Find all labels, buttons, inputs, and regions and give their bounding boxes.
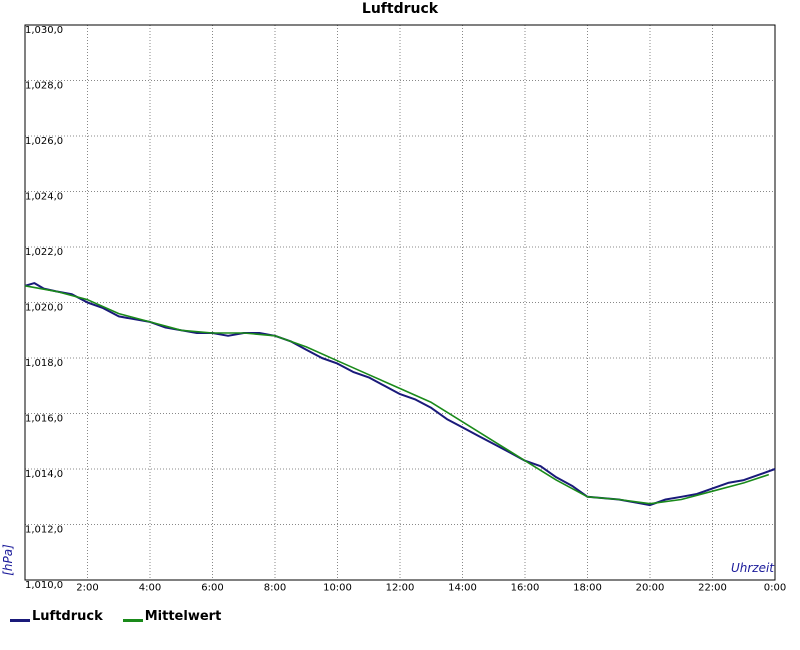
legend-item-luftdruck: Luftdruck <box>10 609 103 624</box>
legend-label-luftdruck: Luftdruck <box>32 609 103 624</box>
x-tick-label: 10:00 <box>323 582 352 593</box>
grid <box>25 24 776 581</box>
y-axis: 1,010,0 1,012,0 1,014,0 1,016,0 1,018,0 1,020… <box>25 25 63 591</box>
y-tick-label: 1,030,0 <box>25 25 63 36</box>
y-tick-label: 1,012,0 <box>25 525 63 536</box>
y-tick-label: 1,016,0 <box>25 414 63 425</box>
x-axis: 2:00 4:00 6:00 8:00 10:00 12:00 14:00 16:00 18:0… <box>76 582 786 593</box>
chart-title: Luftdruck <box>362 1 439 17</box>
y-axis-label: [hPa] <box>1 544 15 576</box>
x-tick-label: 6:00 <box>201 582 223 593</box>
x-tick-label: 22:00 <box>698 582 727 593</box>
y-tick-label: 1,020,0 <box>25 303 63 314</box>
x-tick-label: 8:00 <box>264 582 286 593</box>
legend-item-mittelwert: Mittelwert <box>122 609 222 624</box>
y-tick-label: 1,022,0 <box>25 247 63 258</box>
series-line-mittelwert <box>24 285 770 505</box>
x-tick-label: 20:00 <box>636 582 665 593</box>
x-tick-label: 0:00 <box>764 582 786 593</box>
y-tick-label: 1,018,0 <box>25 358 63 369</box>
y-tick-label: 1,028,0 <box>25 81 63 92</box>
series-line-luftdruck <box>24 282 776 507</box>
x-axis-label: Uhrzeit <box>731 561 775 575</box>
legend-swatch-luftdruck <box>10 619 30 622</box>
plot-frame <box>24 24 776 581</box>
legend-swatch-mittelwert <box>122 619 143 622</box>
legend: Luftdruck Mittelwert <box>10 609 221 624</box>
y-tick-label: 1,024,0 <box>25 192 63 203</box>
y-tick-label: 1,010,0 <box>25 580 63 591</box>
x-tick-label: 12:00 <box>386 582 415 593</box>
series-layer <box>24 282 776 507</box>
legend-label-mittelwert: Mittelwert <box>144 609 222 624</box>
x-tick-label: 18:00 <box>573 582 602 593</box>
y-tick-label: 1,014,0 <box>25 469 63 480</box>
y-tick-label: 1,026,0 <box>25 136 63 147</box>
x-tick-label: 14:00 <box>448 582 477 593</box>
x-tick-label: 4:00 <box>139 582 161 593</box>
x-tick-label: 2:00 <box>76 582 98 593</box>
x-tick-label: 16:00 <box>511 582 540 593</box>
